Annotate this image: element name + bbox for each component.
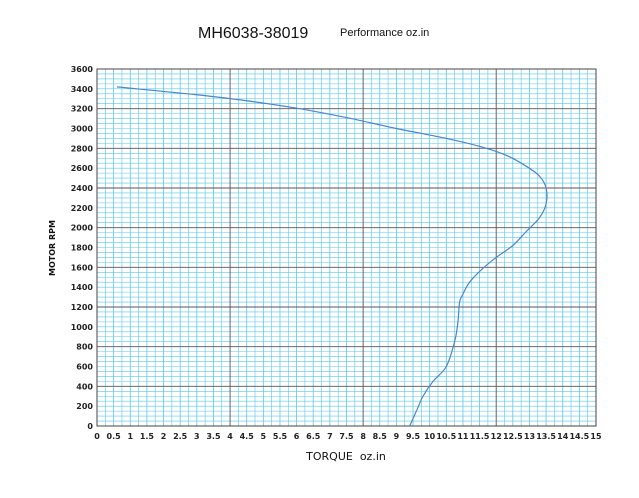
x-tick-label: 7 <box>327 432 333 441</box>
x-tick-label: 8 <box>360 432 366 441</box>
x-tick-label: 1 <box>127 432 133 441</box>
x-tick-label: 11.5 <box>470 432 490 441</box>
x-tick-label: 0 <box>94 432 100 441</box>
y-tick-label: 0 <box>87 422 93 431</box>
y-tick-label: 2000 <box>71 224 94 233</box>
y-tick-label: 1200 <box>71 303 94 312</box>
y-tick-label: 1400 <box>71 283 94 292</box>
x-tick-label: 1.5 <box>140 432 155 441</box>
x-tick-label: 3 <box>194 432 200 441</box>
x-tick-label: 13.5 <box>536 432 556 441</box>
y-tick-label: 400 <box>76 382 93 391</box>
y-tick-label: 2600 <box>71 164 94 173</box>
x-tick-label: 9 <box>394 432 400 441</box>
x-axis-label: TORQUE oz.in <box>305 450 386 463</box>
plot-frame <box>96 68 597 427</box>
x-tick-label: 14 <box>557 432 569 441</box>
y-tick-label: 1000 <box>71 323 94 332</box>
x-tick-label: 8.5 <box>373 432 388 441</box>
y-tick-label: 3400 <box>71 85 94 94</box>
y-tick-label: 2800 <box>71 144 94 153</box>
y-tick-label: 600 <box>76 363 93 372</box>
x-tick-label: 2 <box>161 432 167 441</box>
x-tick-label: 5.5 <box>273 432 288 441</box>
x-tick-label: 2.5 <box>173 432 188 441</box>
chart-subtitle: Performance oz.in <box>340 27 429 39</box>
x-tick-label: 3.5 <box>206 432 221 441</box>
x-tick-label: 10.5 <box>436 432 456 441</box>
x-tick-labels: 0 0.5 1 1.5 2 2.5 3 3.5 4 4.5 5 5.5 6 6.5 7 7.5 8 8.5 9 9.5… <box>94 432 602 441</box>
x-tick-label: 9.5 <box>406 432 421 441</box>
y-tick-labels: 0 200 400 600 800 1000 1200 1400 1600 1800 2000 220… <box>71 65 94 431</box>
x-tick-label: 7.5 <box>339 432 354 441</box>
x-tick-label: 12 <box>491 432 502 441</box>
y-tick-label: 800 <box>76 343 93 352</box>
x-tick-label: 14.5 <box>569 432 589 441</box>
x-tick-label: 0.5 <box>107 432 122 441</box>
torque-rpm-curve <box>116 86 548 427</box>
y-tick-label: 3600 <box>71 65 94 74</box>
y-axis-label: MOTOR RPM <box>48 220 57 276</box>
y-tick-label: 1600 <box>71 263 94 272</box>
y-tick-label: 3000 <box>71 125 94 134</box>
x-tick-label: 12.5 <box>503 432 523 441</box>
grid-minor <box>97 69 597 426</box>
y-tick-label: 3200 <box>71 105 94 114</box>
x-tick-label: 6.5 <box>306 432 321 441</box>
y-tick-label: 1800 <box>71 244 94 253</box>
x-tick-label: 15 <box>590 432 602 441</box>
chart-title: MH6038-38019 <box>198 25 308 42</box>
x-tick-label: 13 <box>524 432 535 441</box>
x-tick-label: 10 <box>424 432 436 441</box>
y-tick-label: 2200 <box>71 204 94 213</box>
x-tick-label: 4.5 <box>240 432 255 441</box>
x-tick-label: 11 <box>457 432 469 441</box>
x-tick-label: 4 <box>227 432 233 441</box>
y-tick-label: 2400 <box>71 184 94 193</box>
x-tick-label: 5 <box>261 432 267 441</box>
y-tick-label: 200 <box>76 402 93 411</box>
x-tick-label: 6 <box>294 432 300 441</box>
